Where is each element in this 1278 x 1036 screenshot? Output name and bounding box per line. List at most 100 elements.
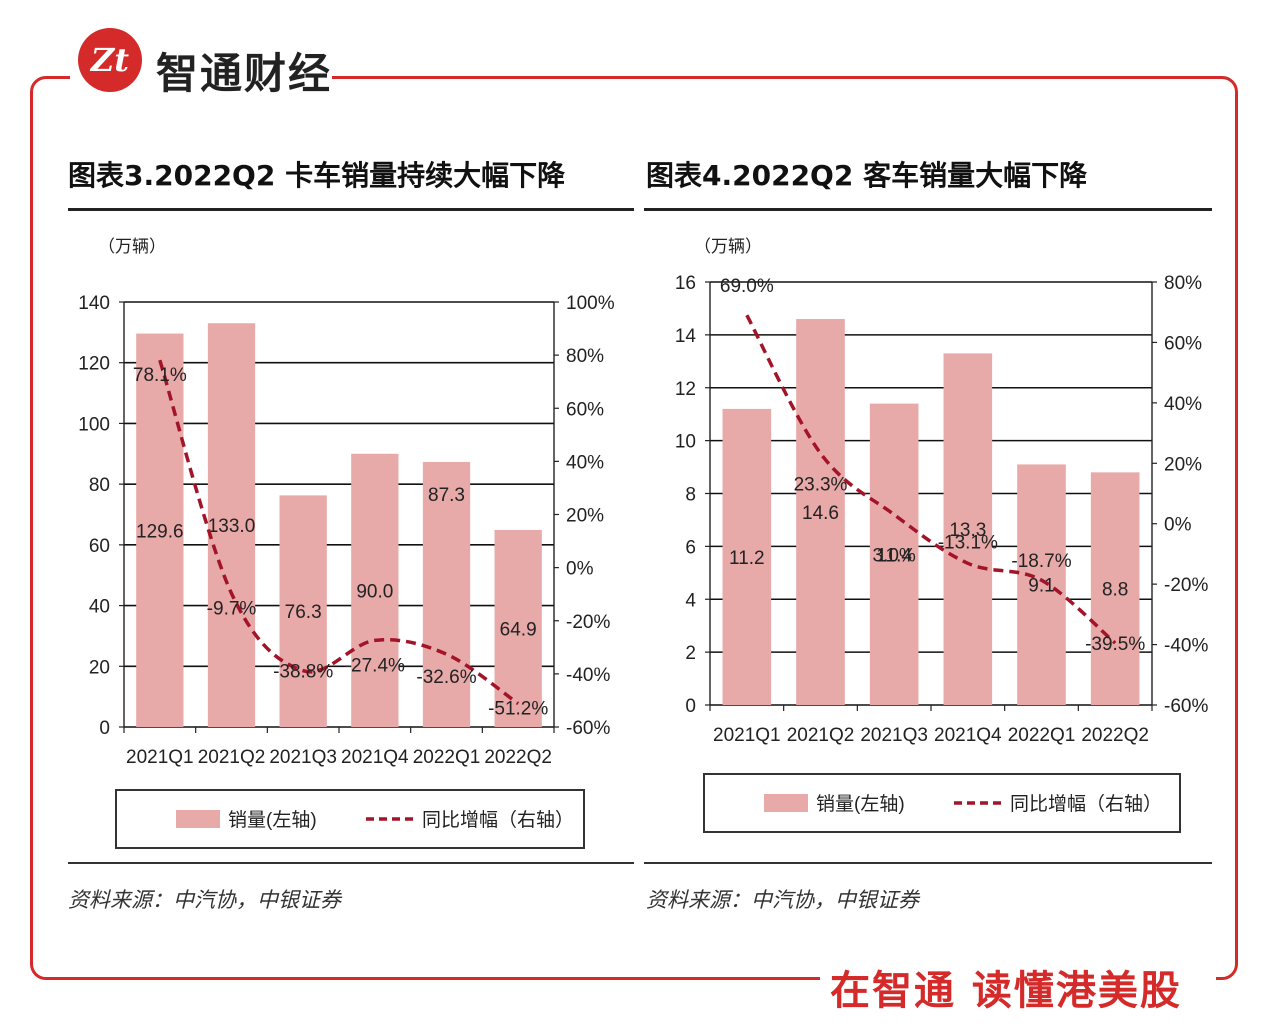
chart1-bar	[279, 495, 327, 727]
chart1-bar	[351, 453, 399, 727]
chart2-left-tick-label: 12	[675, 379, 696, 400]
chart2-left-tick-label: 8	[685, 485, 696, 506]
chart2-bar	[869, 403, 919, 705]
chart2-legend-bar-swatch	[764, 794, 808, 812]
chart1-legend-bar-swatch	[176, 810, 220, 828]
chart1-right-tick-label: 60%	[566, 399, 604, 420]
brand-name: 智通财经	[156, 49, 333, 98]
chart1-bar	[422, 461, 471, 727]
chart1-right-tick-label: 40%	[566, 452, 604, 473]
slogan-gap	[820, 962, 1216, 996]
chart2-line-value-label: -18.7%	[1011, 551, 1071, 572]
chart2-bar	[1017, 464, 1066, 705]
chart2-right-tick-label: 0%	[1164, 515, 1192, 536]
chart2-right-tick-label: 20%	[1164, 454, 1202, 475]
chart2-bar-value-label: 14.6	[802, 503, 839, 524]
chart1-left-tick-label: 20	[89, 657, 110, 678]
chart1-title: 图表3.2022Q2 卡车销量持续大幅下降	[68, 159, 566, 192]
chart1-source: 资料来源：中汽协，中银证券	[68, 888, 341, 912]
chart2-line-value-label: -13.1%	[938, 532, 998, 553]
chart2-bar-value-label: 11.2	[729, 548, 765, 569]
chart1-top-rule	[68, 208, 634, 211]
chart1-left-tick-label: 120	[78, 354, 110, 375]
chart1-line-value-label: -51.2%	[488, 699, 548, 720]
chart1-left-tick-label: 0	[99, 718, 110, 739]
chart2-line-value-label: 23.3%	[794, 474, 848, 495]
chart1-x-tick-label: 2021Q3	[269, 747, 337, 768]
chart2-yoy-line	[745, 314, 1117, 645]
chart2-left-tick-label: 6	[685, 537, 696, 558]
chart1-bar	[207, 323, 256, 727]
brand-logo: Zt	[78, 28, 142, 92]
chart2-bar-value-label: 11.4	[876, 545, 912, 566]
chart1-x-tick-label: 2022Q2	[484, 747, 552, 768]
chart1-line-value-label: -9.7%	[207, 598, 257, 619]
chart2-line-value-label: 69.0%	[720, 276, 774, 297]
chart2-x-tick-label: 2022Q2	[1081, 725, 1149, 746]
chart2-top-rule	[644, 208, 1212, 211]
chart1-bar-value-label: 64.9	[500, 619, 537, 640]
chart1-right-tick-label: 80%	[566, 346, 604, 367]
chart2-x-tick-label: 2021Q3	[860, 725, 928, 746]
chart1-bar	[136, 333, 184, 727]
chart1-left-tick-label: 100	[78, 414, 110, 435]
chart1-legend-bar-label: 销量(左轴)	[228, 809, 317, 831]
chart2-line-value-label: -39.5%	[1085, 634, 1145, 655]
chart2-bar	[943, 353, 993, 705]
chart1-right-tick-label: 20%	[566, 506, 604, 527]
chart2-left-tick-label: 2	[685, 643, 696, 664]
chart1-bottom-rule	[68, 862, 634, 864]
chart2-unit-label: （万辆）	[694, 237, 762, 256]
page-frame	[30, 76, 1238, 980]
chart1-bar-value-label: 90.0	[356, 581, 393, 602]
chart2-left-tick-label: 16	[675, 273, 696, 294]
chart1-bar-value-label: 133.0	[208, 516, 256, 537]
chart1-right-tick-label: -20%	[566, 612, 610, 633]
chart2-left-tick-label: 0	[685, 696, 696, 717]
chart2-x-tick-label: 2022Q1	[1008, 725, 1076, 746]
chart2-right-tick-label: -60%	[1164, 696, 1208, 717]
chart1-left-tick-label: 60	[89, 536, 110, 557]
chart2-right-tick-label: 40%	[1164, 394, 1202, 415]
chart2-bar	[1090, 472, 1140, 705]
chart1-right-tick-label: -60%	[566, 718, 610, 739]
chart1-bar	[494, 529, 542, 727]
chart1-x-tick-label: 2021Q1	[126, 747, 194, 768]
chart2-left-tick-label: 10	[675, 432, 696, 453]
chart1-line-value-label: -27.4%	[345, 655, 405, 676]
chart2-right-tick-label: -40%	[1164, 636, 1208, 657]
chart1-right-tick-label: -40%	[566, 665, 610, 686]
chart1-left-tick-label: 140	[78, 293, 110, 314]
chart2-right-tick-label: 80%	[1164, 273, 1202, 294]
chart1-x-tick-label: 2021Q4	[341, 747, 409, 768]
chart1-left-tick-label: 80	[89, 475, 110, 496]
chart2-right-tick-label: 60%	[1164, 333, 1202, 354]
chart2-x-tick-label: 2021Q4	[934, 725, 1002, 746]
chart1-bar-value-label: 129.6	[136, 521, 184, 542]
chart1-legend-line-label: 同比增幅（右轴）	[422, 809, 574, 831]
chart2-bar-value-label: 8.8	[1102, 580, 1128, 601]
footer-slogan: 在智通 读懂港美股	[830, 968, 1182, 1014]
chart2-bottom-rule	[644, 862, 1212, 864]
chart1-yoy-line	[158, 359, 520, 706]
chart1-x-tick-label: 2022Q1	[413, 747, 481, 768]
chart1: （万辆） 0 20 40 60 80 100 120 140 -60% -40% -20% 0% 20% 4…	[78, 237, 615, 849]
chart1-left-tick-label: 40	[89, 597, 110, 618]
chart1-unit-label: （万辆）	[98, 237, 166, 256]
chart2-x-tick-label: 2021Q2	[787, 725, 855, 746]
chart1-right-tick-label: 100%	[566, 293, 615, 314]
chart2-left-tick-label: 14	[675, 326, 697, 347]
chart2-title: 图表4.2022Q2 客车销量大幅下降	[646, 159, 1088, 192]
chart2-right-tick-label: -20%	[1164, 575, 1208, 596]
chart2: （万辆） 0 2 4 6 8 10 12 14 16 -60% -40% -20% 0% 20% 40% 60%…	[675, 237, 1208, 833]
chart1-line-value-label: -32.6%	[416, 667, 476, 688]
chart2-bar	[722, 408, 772, 705]
chart1-line-value-label: 78.1%	[133, 365, 187, 386]
chart1-x-tick-label: 2021Q2	[198, 747, 266, 768]
chart2-x-tick-label: 2021Q1	[713, 725, 781, 746]
chart2-legend-line-label: 同比增幅（右轴）	[1010, 793, 1162, 815]
chart1-right-tick-label: 0%	[566, 559, 594, 580]
chart2-bar-value-label: 9.1	[1028, 576, 1054, 597]
chart2-bar	[796, 319, 845, 705]
chart1-bar-value-label: 87.3	[428, 485, 465, 506]
